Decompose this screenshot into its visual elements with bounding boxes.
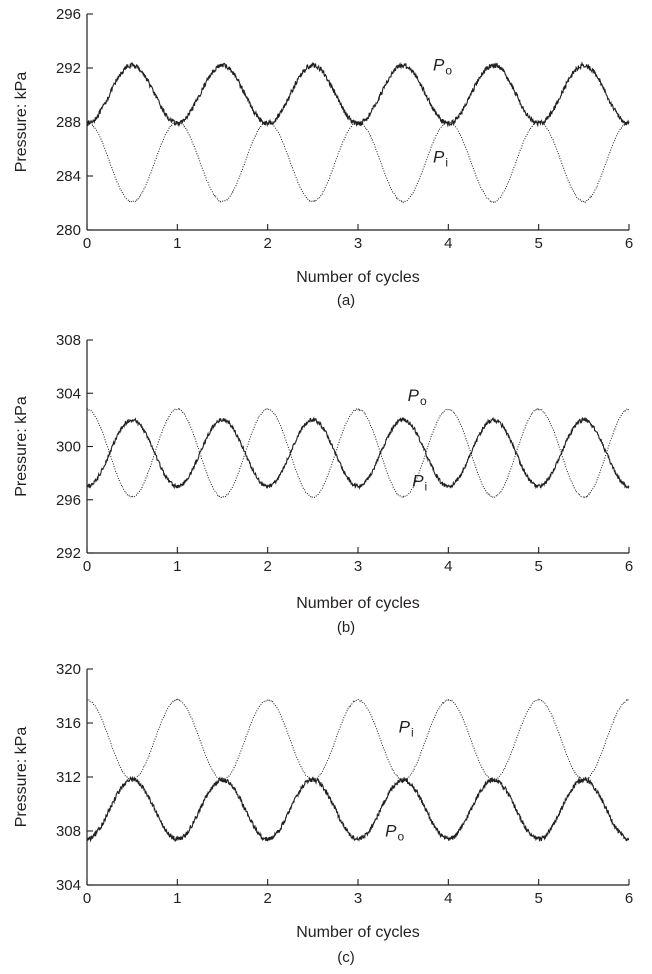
x-tick-label: 3 (354, 235, 362, 252)
x-tick-label: 6 (625, 558, 633, 575)
x-tick-label: 4 (444, 558, 452, 575)
series-label-subscript: i (411, 725, 414, 739)
series-label: Po (385, 821, 404, 843)
y-axis-label: Pressure: kPa (13, 72, 30, 173)
y-tick-label: 292 (56, 60, 81, 77)
series-label: Pi (399, 717, 414, 739)
chart-panel-2: 0 1 2 3 4 5 6 292 296 300 304 308 Number of cycles Pr… (13, 332, 633, 636)
panel-caption: (b) (337, 619, 355, 636)
series-label-main: P (408, 386, 420, 405)
x-tick-label: 4 (444, 235, 452, 252)
panel-caption: (a) (337, 292, 355, 309)
x-tick-label: 1 (173, 235, 181, 252)
series-line-Pi (86, 120, 630, 204)
y-tick-label: 296 (56, 6, 81, 23)
series-label-main: P (385, 821, 397, 840)
y-tick-label: 284 (56, 168, 81, 185)
series-line-Po (86, 61, 630, 128)
chart-panel-3: 0 1 2 3 4 5 6 304 308 312 316 320 Number of cycles Pr… (13, 661, 633, 966)
series-label: Po (433, 56, 452, 78)
x-axis-label: Number of cycles (296, 595, 420, 612)
x-tick-label: 0 (83, 235, 91, 252)
series-label-main: P (412, 471, 424, 490)
y-tick-label: 304 (56, 877, 81, 894)
panel-caption: (c) (337, 949, 355, 966)
x-tick-label: 0 (83, 890, 91, 907)
x-tick-label: 2 (263, 558, 271, 575)
x-tick-label: 1 (173, 558, 181, 575)
series-label-subscript: o (420, 394, 427, 408)
x-tick-label: 4 (444, 890, 452, 907)
x-tick-label: 2 (263, 890, 271, 907)
x-tick-label: 2 (263, 235, 271, 252)
x-tick-label: 6 (625, 235, 633, 252)
series-label: Po (408, 386, 427, 408)
x-tick-label: 3 (354, 558, 362, 575)
y-tick-label: 308 (56, 823, 81, 840)
series-label-main: P (433, 148, 445, 167)
y-axis-label: Pressure: kPa (13, 727, 30, 828)
series-label-subscript: i (445, 156, 448, 170)
y-tick-label: 296 (56, 492, 81, 509)
y-axis-label: Pressure: kPa (13, 396, 30, 497)
series-label-subscript: o (445, 64, 452, 78)
x-tick-label: 5 (534, 558, 542, 575)
series-label-subscript: o (397, 829, 404, 843)
x-tick-label: 0 (83, 558, 91, 575)
y-tick-label: 288 (56, 114, 81, 131)
y-tick-label: 292 (56, 545, 81, 562)
x-axis-label: Number of cycles (296, 269, 420, 286)
y-tick-label: 280 (56, 222, 81, 239)
y-tick-label: 300 (56, 439, 81, 456)
y-tick-label: 312 (56, 769, 81, 786)
series-label: Pi (412, 471, 427, 493)
chart-panel-1: 0 1 2 3 4 5 6 280 284 288 292 296 Number of cycles Pr… (13, 6, 633, 309)
series-line-Po (86, 416, 630, 491)
x-tick-label: 5 (534, 235, 542, 252)
x-tick-label: 1 (173, 890, 181, 907)
series-label: Pi (433, 148, 448, 170)
series-line-Pi (86, 698, 630, 782)
x-tick-label: 5 (534, 890, 542, 907)
x-axis-label: Number of cycles (296, 924, 420, 941)
x-tick-label: 3 (354, 890, 362, 907)
series-label-subscript: i (425, 479, 428, 493)
series-label-main: P (433, 56, 445, 75)
y-tick-label: 308 (56, 332, 81, 349)
y-tick-label: 316 (56, 715, 81, 732)
y-tick-label: 304 (56, 385, 81, 402)
series-label-main: P (399, 717, 411, 736)
series-line-Po (86, 775, 630, 843)
y-tick-label: 320 (56, 661, 81, 678)
x-tick-label: 6 (625, 890, 633, 907)
series-line-Pi (86, 407, 630, 499)
